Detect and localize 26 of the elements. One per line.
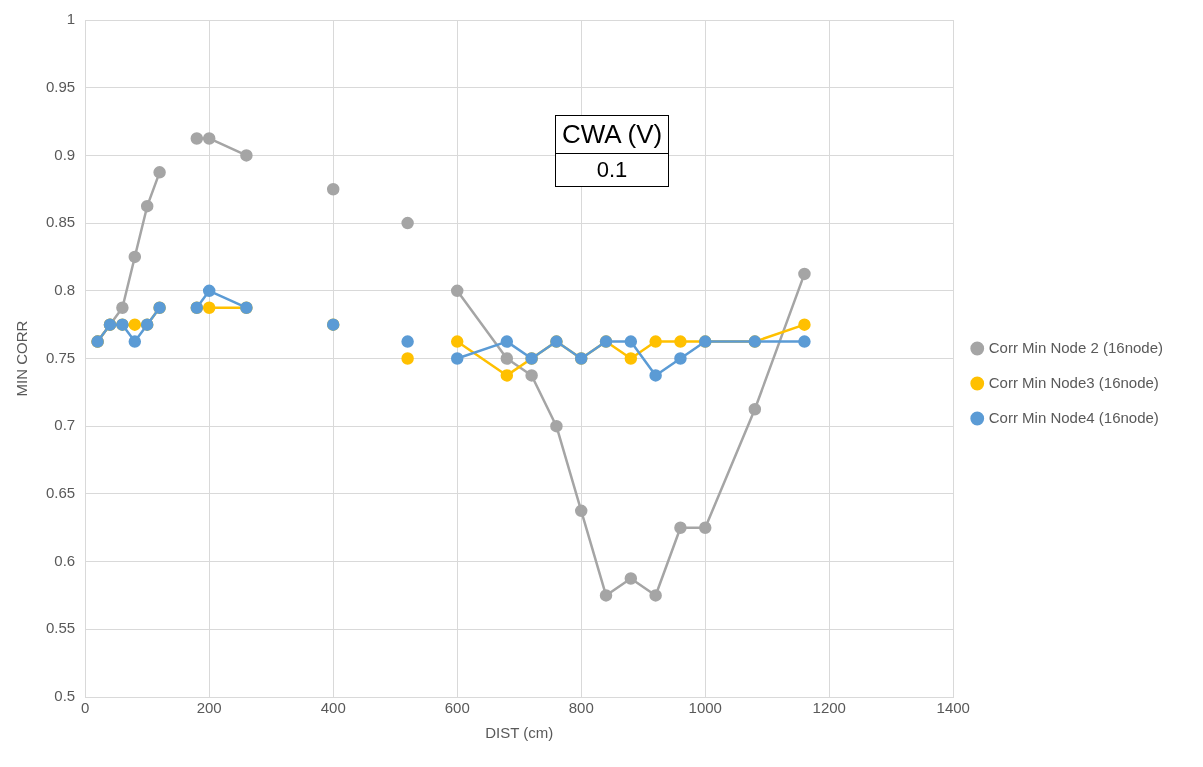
x-tick-label: 1200 <box>812 699 846 717</box>
legend-label: Corr Min Node4 (16node) <box>988 408 1159 426</box>
y-tick-label: 0.65 <box>45 484 76 502</box>
legend-label: Corr Min Node 2 (16node) <box>988 338 1164 356</box>
x-tick-label: 800 <box>568 699 594 717</box>
x-tick-label: 0 <box>81 699 90 717</box>
y-tick-label: 0.5 <box>54 687 76 705</box>
y-tick-label: 1 <box>66 10 76 28</box>
y-axis-title: MIN CORR <box>13 320 31 397</box>
y-tick-label: 0.75 <box>45 348 76 366</box>
y-tick-label: 0.55 <box>45 619 76 637</box>
annotation: CWA (V) <box>561 118 664 151</box>
y-tick-label: 0.9 <box>54 145 76 163</box>
y-tick-label: 0.85 <box>45 213 76 231</box>
y-tick-label: 0.6 <box>54 551 76 569</box>
legend-label: Corr Min Node3 (16node) <box>988 373 1159 391</box>
x-tick-label: 200 <box>196 699 222 717</box>
y-tick-label: 0.8 <box>54 280 76 298</box>
x-tick-label: 1400 <box>936 699 970 717</box>
y-tick-label: 0.95 <box>45 77 76 95</box>
x-tick-label: 400 <box>320 699 346 717</box>
y-tick-label: 0.7 <box>54 416 76 434</box>
x-axis-title: DIST (cm) <box>485 724 554 742</box>
annotation: 0.1 <box>556 153 669 186</box>
x-tick-label: 1000 <box>688 699 722 717</box>
x-tick-label: 600 <box>444 699 470 717</box>
